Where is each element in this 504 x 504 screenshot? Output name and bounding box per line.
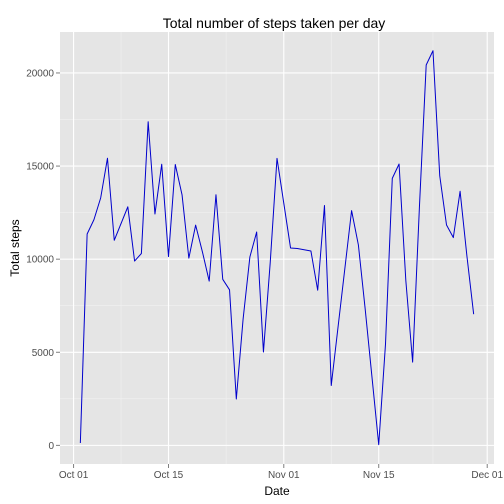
x-tick-label: Oct 01 xyxy=(59,470,89,481)
steps-line xyxy=(79,50,475,446)
y-tick-label: 10000 xyxy=(26,255,54,266)
x-tick-label: Oct 15 xyxy=(154,470,184,481)
y-tick-label: 20000 xyxy=(26,68,54,79)
major-gridlines xyxy=(60,32,494,464)
x-axis: Oct 01 Oct 15 Nov 01 Nov 15 Dec 01 xyxy=(59,464,503,481)
x-tick-label: Nov 15 xyxy=(363,470,395,481)
x-tick-label: Dec 01 xyxy=(471,470,503,481)
y-tick-label: 15000 xyxy=(26,162,54,173)
y-axis-title: Total steps xyxy=(8,219,22,276)
y-axis: 0 5000 10000 15000 20000 xyxy=(26,68,60,452)
x-tick-label: Nov 01 xyxy=(268,470,300,481)
y-tick-label: 0 xyxy=(48,441,54,452)
series-layer xyxy=(79,50,475,446)
x-axis-title: Date xyxy=(264,484,290,498)
minor-gridlines xyxy=(60,32,494,464)
chart-title: Total number of steps taken per day xyxy=(163,15,386,31)
y-tick-label: 5000 xyxy=(32,348,55,359)
plot-panel xyxy=(60,32,494,464)
